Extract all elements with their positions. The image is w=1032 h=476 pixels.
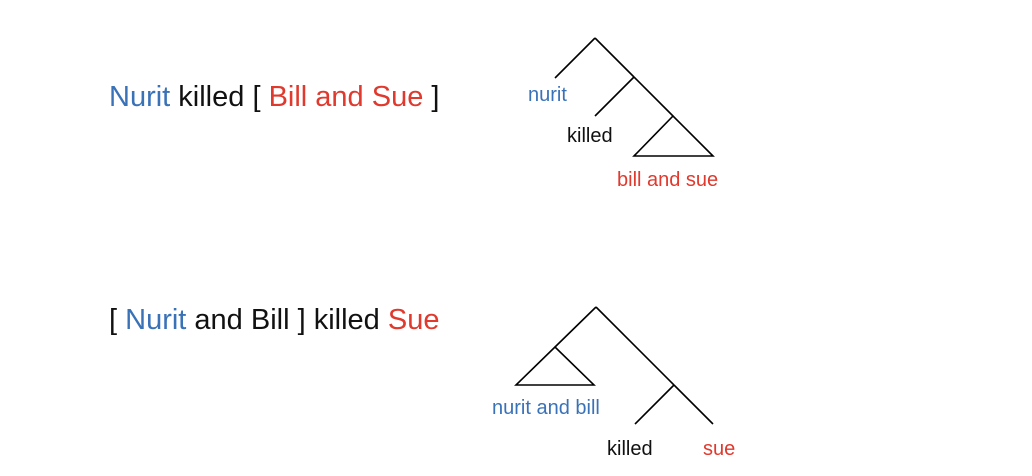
sentence-2-open-bracket: [ — [109, 304, 118, 336]
tree-2-leaf-subject: nurit and bill — [492, 397, 600, 419]
tree-2-branch-left-vp — [634, 384, 675, 425]
sentence-1-object: Bill and Sue — [268, 81, 424, 113]
tree-1-leaf-object: bill and sue — [617, 169, 718, 191]
tree-object-coordination: nurit killed bill and sue — [528, 37, 718, 191]
sentence-1-close-bracket: ] — [431, 81, 440, 113]
tree-subject-coordination: nurit and bill killed sue — [492, 306, 735, 460]
tree-1-leaf-subject: nurit — [528, 84, 567, 106]
tree-1-branch-right-vp — [633, 76, 674, 117]
tree-1-branch-left-vp — [594, 76, 635, 117]
sentence-2-subject: Nurit — [125, 304, 187, 336]
tree-1-leaf-verb: killed — [567, 125, 613, 147]
sentence-object-coordination: Nurit killed [ Bill and Sue ] — [109, 83, 439, 112]
tree-2-branch-right-root — [595, 306, 675, 386]
tree-2-branch-right-vp — [673, 384, 714, 425]
tree-2-triangle-subject — [514, 345, 596, 386]
sentence-subject-coordination: [ Nurit and Bill ] killed Sue — [109, 306, 439, 335]
tree-1-branch-right-root — [594, 37, 635, 78]
sentence-2-conj-verb: and Bill ] killed — [194, 304, 380, 336]
tree-1-triangle-object — [632, 114, 715, 157]
tree-2-branch-left-root — [554, 306, 597, 348]
sentence-2-object: Sue — [387, 304, 440, 336]
tree-1-branch-left-root — [554, 37, 596, 79]
tree-2-leaf-verb: killed — [607, 438, 653, 460]
sentence-1-subject: Nurit — [109, 81, 171, 113]
sentence-1-verb-bracket: killed [ — [178, 81, 261, 113]
tree-2-leaf-object: sue — [703, 438, 735, 460]
